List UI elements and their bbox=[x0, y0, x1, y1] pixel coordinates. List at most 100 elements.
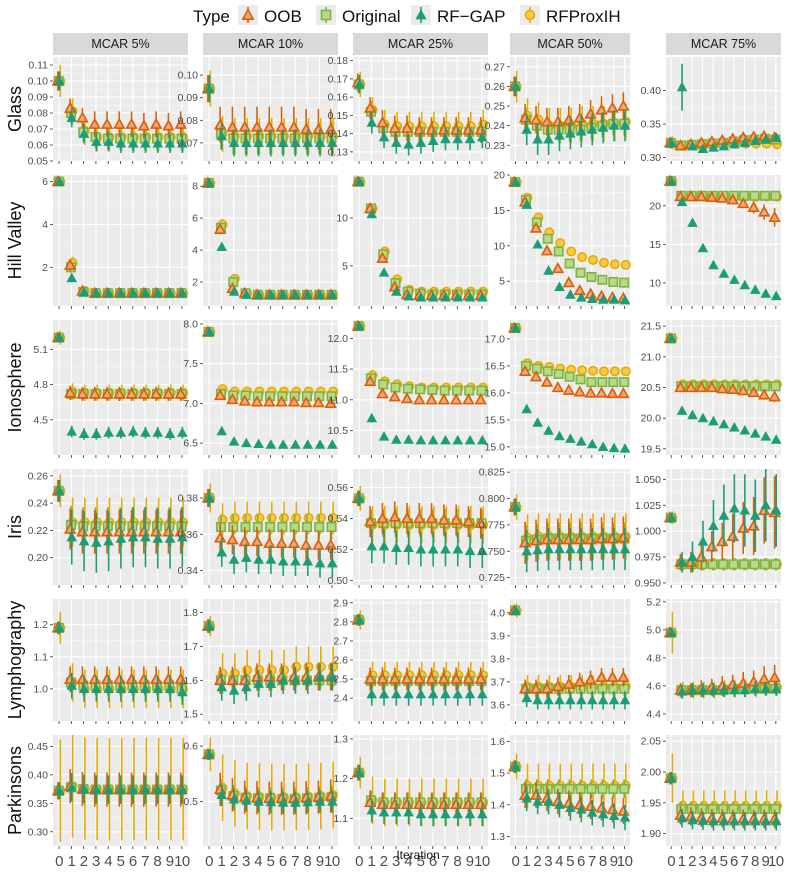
point-rf-gap bbox=[576, 694, 587, 705]
point-rf-gap bbox=[676, 196, 688, 207]
point-rf-gap bbox=[770, 434, 782, 444]
point-rf-gap bbox=[586, 293, 598, 304]
point-oob bbox=[684, 555, 698, 567]
point-rf-gap bbox=[277, 797, 289, 807]
y-tick-label: 1.050 bbox=[635, 474, 661, 486]
y-tick-label: 16.5 bbox=[485, 360, 506, 372]
y-tick-label: 1.2 bbox=[333, 773, 348, 785]
y-tick-label: 0.24 bbox=[485, 120, 506, 132]
point-rf-gap bbox=[760, 134, 772, 144]
point-rf-gap bbox=[327, 289, 338, 299]
point-rf-gap bbox=[103, 136, 114, 146]
x-tick-label: 10 bbox=[617, 853, 633, 868]
point-oob bbox=[174, 117, 187, 129]
panel-parkinsons-col4: 1.3 1.4 1.5 1.6 bbox=[490, 735, 631, 849]
point-original bbox=[759, 190, 770, 201]
y-tick-label: 0.30 bbox=[28, 826, 49, 838]
point-rf-gap bbox=[140, 683, 151, 693]
point-rf-gap bbox=[164, 137, 176, 148]
point-rf-gap bbox=[749, 284, 761, 294]
point-rf-gap bbox=[521, 792, 533, 803]
panel-ionosphere-col5: 19.5 20.0 20.5 21.0 21.5 bbox=[641, 320, 783, 458]
panel-iris-col1: 0.20 0.22 0.24 0.26 bbox=[28, 469, 189, 588]
point-rf-gap bbox=[127, 426, 139, 436]
point-rf-gap bbox=[697, 815, 709, 825]
point-oob bbox=[617, 99, 630, 111]
point-rf-gap bbox=[54, 75, 65, 86]
point-rf-gap bbox=[302, 137, 314, 148]
point-rf-gap bbox=[228, 685, 240, 695]
point-rf-gap bbox=[697, 536, 709, 546]
y-tick-label: 1.90 bbox=[641, 828, 662, 840]
x-tick-label: 7 bbox=[588, 853, 596, 868]
y-tick-label: 4.4 bbox=[646, 708, 661, 720]
point-rf-gap bbox=[152, 287, 164, 298]
point-rf-gap bbox=[697, 143, 709, 154]
y-tick-label: 0.35 bbox=[28, 798, 49, 810]
y-tick-label: 15 bbox=[493, 205, 505, 217]
point-rf-gap bbox=[666, 512, 677, 522]
row-label: Hill Valley bbox=[5, 202, 25, 280]
point-rf-gap bbox=[532, 238, 543, 249]
point-rf-gap bbox=[739, 425, 751, 435]
point-rf-gap bbox=[164, 533, 176, 543]
point-oob bbox=[684, 381, 698, 393]
y-tick-label: 4.6 bbox=[646, 680, 661, 692]
row-label: Parkinsons bbox=[5, 746, 25, 835]
point-rf-gap bbox=[510, 322, 522, 333]
y-tick-label: 0.10 bbox=[178, 70, 199, 82]
y-tick-label: 10 bbox=[493, 240, 505, 252]
panel-hill-valley-col3: 5 10 bbox=[336, 175, 489, 309]
y-tick-label: 3.8 bbox=[490, 653, 505, 665]
panel-iris-col3: 0.50 0.52 0.54 0.56 bbox=[328, 469, 489, 588]
point-oob bbox=[425, 797, 438, 810]
point-rf-gap bbox=[576, 436, 587, 446]
point-oob bbox=[474, 393, 487, 405]
point-rf-gap bbox=[739, 504, 751, 515]
point-oob bbox=[376, 116, 389, 128]
point-rf-gap bbox=[164, 287, 176, 298]
point-rf-gap bbox=[54, 622, 65, 632]
point-oob bbox=[737, 384, 750, 396]
point-rf-gap bbox=[265, 554, 277, 564]
panel-ionosphere-col1: 4.5 4.8 5.1 bbox=[33, 320, 189, 458]
x-tick-label: 3 bbox=[544, 853, 552, 868]
point-rf-gap bbox=[314, 137, 326, 148]
x-tick-label: 2 bbox=[230, 853, 238, 868]
point-rf-gap bbox=[440, 291, 451, 302]
point-rf-gap bbox=[554, 430, 565, 441]
y-tick-label: 4.0 bbox=[490, 607, 505, 619]
y-tick-label: 1.2 bbox=[33, 619, 48, 631]
point-rf-gap bbox=[314, 796, 326, 806]
point-rfproxih bbox=[577, 365, 588, 376]
y-tick-label: 2 bbox=[192, 277, 198, 289]
y-tick-label: 2.05 bbox=[641, 736, 662, 748]
point-rf-gap bbox=[204, 620, 215, 631]
point-rf-gap bbox=[228, 286, 240, 296]
point-oob bbox=[238, 535, 251, 547]
point-rf-gap bbox=[464, 688, 476, 699]
y-tick-label: 2.8 bbox=[333, 616, 348, 628]
point-rf-gap bbox=[532, 796, 543, 806]
point-rf-gap bbox=[708, 815, 719, 826]
point-oob bbox=[747, 385, 760, 398]
point-rf-gap bbox=[91, 287, 102, 298]
point-rf-gap bbox=[391, 137, 402, 147]
point-oob bbox=[263, 395, 276, 407]
row-label: Lymphography bbox=[5, 601, 25, 719]
point-original bbox=[739, 803, 750, 814]
y-tick-label: 6.5 bbox=[183, 438, 198, 450]
point-rf-gap bbox=[314, 439, 326, 449]
point-oob bbox=[584, 673, 597, 685]
point-rf-gap bbox=[718, 418, 730, 429]
point-oob bbox=[63, 258, 77, 270]
x-tick-label: 1 bbox=[522, 853, 530, 868]
y-tick-label: 0.50 bbox=[328, 575, 349, 587]
point-oob bbox=[674, 139, 687, 151]
point-oob bbox=[518, 536, 532, 548]
x-tick-label: 2 bbox=[80, 853, 88, 868]
point-oob bbox=[437, 797, 451, 810]
point-rf-gap bbox=[676, 405, 688, 415]
point-rf-gap bbox=[354, 176, 365, 186]
y-tick-label: 5.1 bbox=[33, 344, 48, 356]
